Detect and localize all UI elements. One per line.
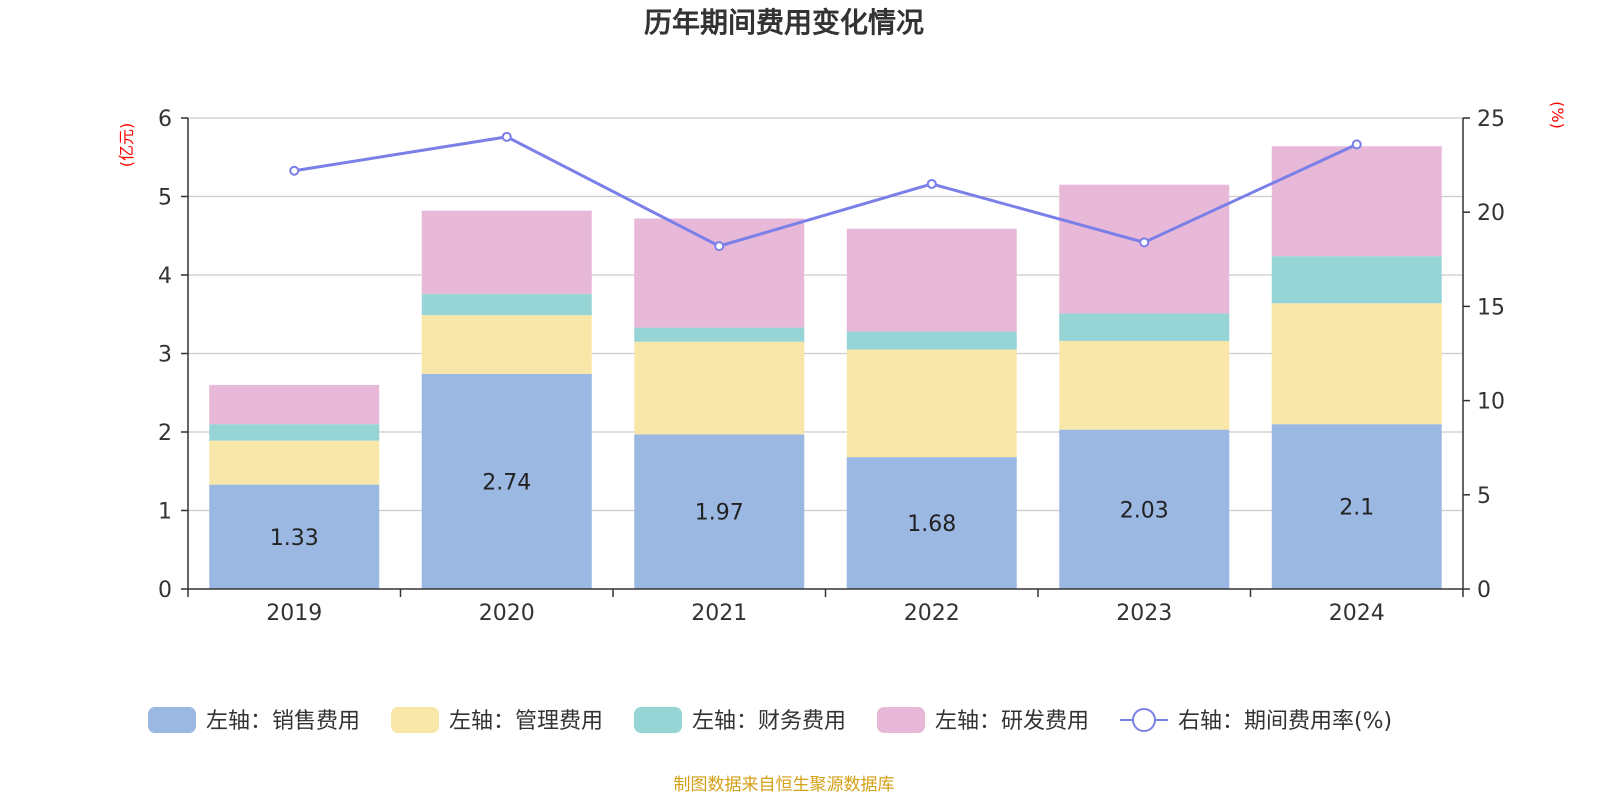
legend-label-1: 左轴：销售费用	[206, 709, 360, 734]
legend-label-4: 左轴：研发费用	[935, 709, 1089, 734]
right-axis-unit: (%)	[1548, 101, 1567, 129]
legend: 左轴：销售费用 左轴：管理费用 左轴：财务费用 左轴：研发费用 右轴：期间费用率(%)	[148, 707, 1392, 734]
right-tick-label: 20	[1477, 201, 1505, 226]
line-layer	[289, 131, 1362, 252]
bar-segment-3	[1271, 256, 1442, 304]
bar-segment-2	[846, 349, 1017, 458]
right-tick-label: 0	[1477, 578, 1491, 603]
bar-layer: 1.33 2.74 1.97 1.68 2.03 2.1	[209, 146, 1442, 589]
x-tick-label: 2020	[479, 601, 535, 626]
bar-data-label: 2.1	[1339, 496, 1374, 521]
bar-segment-4	[209, 384, 380, 425]
axes: 0 1 2 3 4 5 6 0 5 10 15 20 25 2019 2020 2021 2022 2023 202…	[158, 107, 1505, 626]
rate-point	[1351, 139, 1362, 150]
bar-segment-3	[421, 293, 592, 316]
legend-swatch-4	[877, 707, 925, 733]
legend-label-2: 左轴：管理费用	[449, 709, 603, 734]
legend-label-3: 左轴：财务费用	[692, 709, 846, 734]
bar-data-label: 2.74	[482, 470, 531, 495]
bar-segment-2	[634, 341, 805, 435]
bar-segment-2	[1059, 340, 1230, 430]
bar-segment-1	[1059, 429, 1230, 589]
grid-lines	[188, 117, 1463, 512]
left-tick-label: 3	[158, 343, 172, 368]
bar-segment-4	[634, 218, 805, 328]
bar-segment-1	[634, 434, 805, 589]
bar-data-label: 1.33	[270, 526, 319, 551]
legend-swatch-3	[634, 707, 682, 733]
x-tick-label: 2022	[904, 601, 960, 626]
right-tick-label: 5	[1477, 484, 1491, 509]
bar-segment-4	[1271, 146, 1442, 257]
right-tick-label: 10	[1477, 390, 1505, 415]
rate-point	[501, 131, 512, 142]
left-tick-label: 2	[158, 421, 172, 446]
bar-segment-3	[634, 327, 805, 342]
left-tick-label: 4	[158, 264, 172, 289]
left-tick-label: 0	[158, 578, 172, 603]
right-tick-label: 15	[1477, 295, 1505, 320]
bar-segment-3	[846, 331, 1017, 350]
legend-swatch-2	[391, 707, 439, 733]
left-tick-label: 6	[158, 107, 172, 132]
rate-point	[714, 241, 725, 252]
right-tick-label: 25	[1477, 107, 1505, 132]
bar-segment-1	[1271, 424, 1442, 589]
rate-line	[294, 135, 1358, 248]
bar-data-label: 2.03	[1120, 498, 1169, 523]
x-tick-label: 2021	[691, 601, 747, 626]
legend-line-marker	[1132, 708, 1156, 732]
left-axis-unit: (亿元)	[117, 123, 136, 168]
x-tick-label: 2024	[1329, 601, 1385, 626]
bar-segment-1	[421, 373, 592, 589]
legend-swatch-1	[148, 707, 196, 733]
bar-segment-2	[421, 315, 592, 374]
left-tick-label: 1	[158, 500, 172, 525]
rate-point	[926, 178, 937, 189]
bar-segment-3	[209, 424, 380, 441]
bar-segment-1	[209, 484, 380, 589]
rate-point	[289, 165, 300, 176]
chart-title: 历年期间费用变化情况	[644, 6, 924, 39]
source-note: 制图数据来自恒生聚源数据库	[674, 775, 895, 795]
bar-segment-2	[209, 440, 380, 485]
bar-data-label: 1.97	[695, 501, 744, 526]
bar-segment-4	[421, 210, 592, 294]
left-tick-label: 5	[158, 186, 172, 211]
bar-segment-2	[1271, 303, 1442, 425]
bar-segment-1	[846, 457, 1017, 589]
rate-point	[1139, 237, 1150, 248]
bar-segment-4	[846, 228, 1017, 332]
bar-data-label: 1.68	[907, 512, 956, 537]
x-tick-label: 2023	[1116, 601, 1172, 626]
legend-label-5: 右轴：期间费用率(%)	[1178, 709, 1392, 734]
bar-segment-4	[1059, 184, 1230, 314]
x-tick-label: 2019	[266, 601, 322, 626]
bar-segment-3	[1059, 313, 1230, 341]
